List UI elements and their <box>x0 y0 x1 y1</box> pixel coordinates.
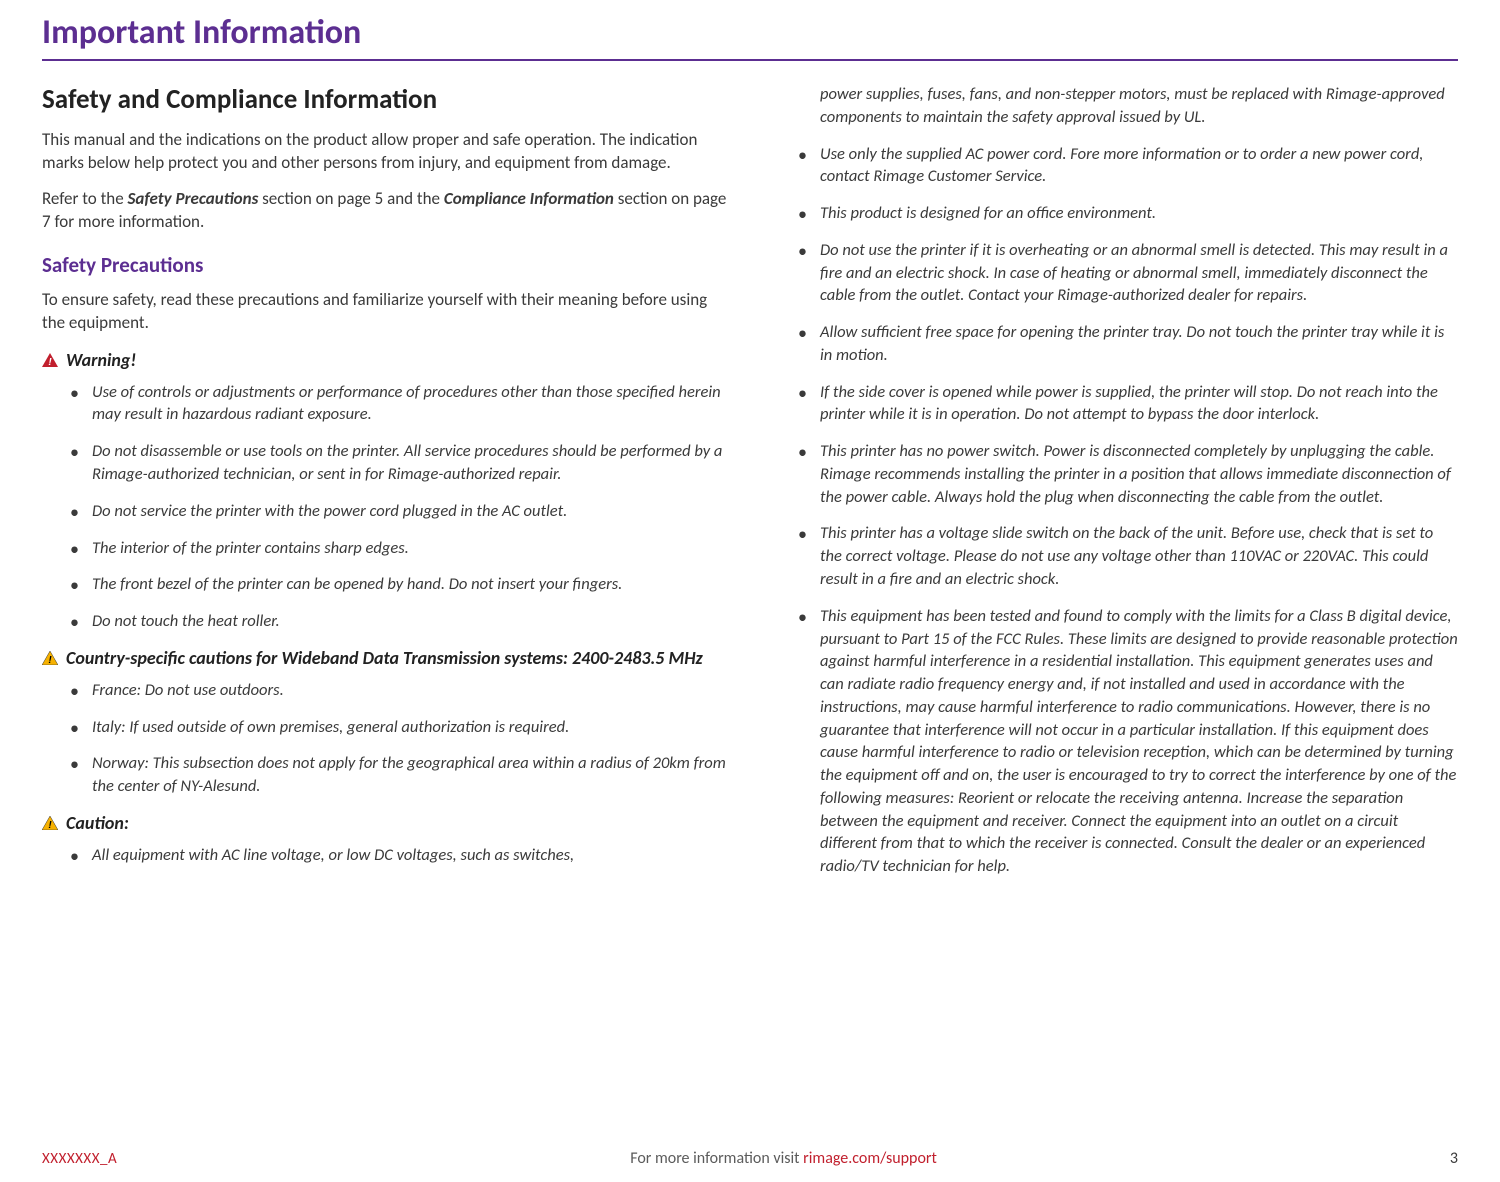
list-item: This product is designed for an office e… <box>798 202 1458 225</box>
list-item: Do not disassemble or use tools on the p… <box>70 440 730 486</box>
list-item: Use of controls or adjustments or perfor… <box>70 381 730 427</box>
list-item: If the side cover is opened while power … <box>798 381 1458 427</box>
warning-triangle-icon: ! <box>42 353 58 367</box>
page-number: 3 <box>1450 1149 1458 1168</box>
list-item: This printer has a voltage slide switch … <box>798 522 1458 590</box>
doc-code: XXXXXXX_A <box>42 1150 117 1168</box>
list-item: Use only the supplied AC power cord. For… <box>798 143 1458 189</box>
list-item: The interior of the printer contains sha… <box>70 537 730 560</box>
list-item: Do not touch the heat roller. <box>70 610 730 633</box>
text-run: Refer to the <box>42 188 128 209</box>
warning-label: Warning! <box>66 349 136 371</box>
warning-list: Use of controls or adjustments or perfor… <box>42 381 730 633</box>
list-item: Italy: If used outside of own premises, … <box>70 716 730 739</box>
list-item: Allow sufficient free space for opening … <box>798 321 1458 367</box>
caution-heading: ! Caution: <box>42 812 730 834</box>
section-title: Safety and Compliance Information <box>42 83 730 116</box>
left-column: Safety and Compliance Information This m… <box>42 83 730 892</box>
text-run: section on page 5 and the <box>258 188 444 209</box>
page-footer: XXXXXXX_A For more information visit rim… <box>42 1149 1458 1168</box>
country-caution-heading: ! Country-specific cautions for Wideband… <box>42 647 730 669</box>
warning-heading: ! Warning! <box>42 349 730 371</box>
list-item: France: Do not use outdoors. <box>70 679 730 702</box>
caution-triangle-icon: ! <box>42 816 58 830</box>
list-item: This printer has no power switch. Power … <box>798 440 1458 508</box>
list-item: Norway: This subsection does not apply f… <box>70 752 730 798</box>
right-caution-list: Use only the supplied AC power cord. For… <box>770 143 1458 878</box>
continuation-paragraph: power supplies, fuses, fans, and non-ste… <box>770 83 1458 129</box>
country-caution-list: France: Do not use outdoors. Italy: If u… <box>42 679 730 798</box>
footer-info: For more information visit rimage.com/su… <box>630 1149 937 1168</box>
list-item: Do not use the printer if it is overheat… <box>798 239 1458 307</box>
footer-text: For more information visit <box>630 1149 803 1168</box>
list-item: Do not service the printer with the powe… <box>70 500 730 523</box>
caution-label: Caution: <box>66 812 129 834</box>
ref-compliance-info: Compliance Information <box>444 188 614 209</box>
safety-intro: To ensure safety, read these precautions… <box>42 288 730 335</box>
country-caution-label: Country-specific cautions for Wideband D… <box>66 647 703 669</box>
support-link[interactable]: rimage.com/support <box>803 1149 937 1168</box>
page-title: Important Information <box>42 12 1458 61</box>
ref-safety-precautions: Safety Precautions <box>128 188 259 209</box>
safety-precautions-heading: Safety Precautions <box>42 252 730 278</box>
intro-paragraph-2: Refer to the Safety Precautions section … <box>42 187 730 234</box>
list-item: The front bezel of the printer can be op… <box>70 573 730 596</box>
list-item: This equipment has been tested and found… <box>798 605 1458 878</box>
intro-paragraph-1: This manual and the indications on the p… <box>42 128 730 175</box>
content-columns: Safety and Compliance Information This m… <box>42 83 1458 892</box>
list-item: All equipment with AC line voltage, or l… <box>70 844 730 867</box>
right-column: power supplies, fuses, fans, and non-ste… <box>770 83 1458 892</box>
caution-triangle-icon: ! <box>42 651 58 665</box>
caution-list: All equipment with AC line voltage, or l… <box>42 844 730 867</box>
